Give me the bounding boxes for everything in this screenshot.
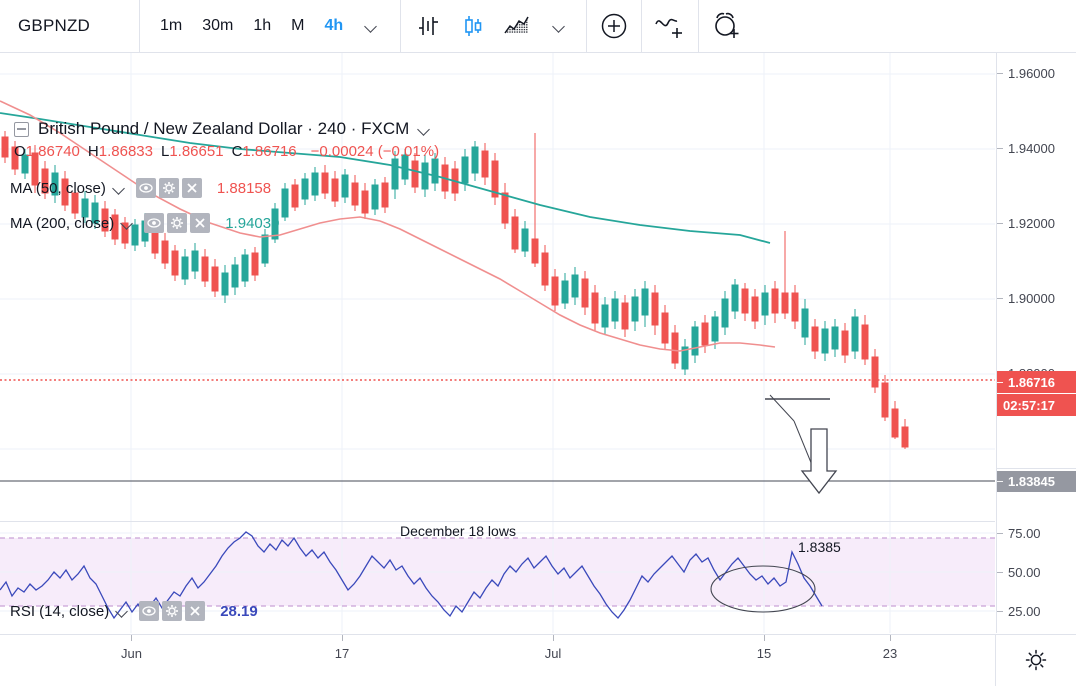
rsi-tick-1: 50.00 [997,565,1076,580]
ma200-label: MA (200, close) [10,214,115,232]
ma200-line [0,112,771,244]
timeframe-1h[interactable]: 1h [253,17,272,34]
rsi-ellipse-annotation [710,565,816,613]
high-key: H [87,143,99,160]
pane-divider [0,521,995,522]
trendline-down [793,420,813,466]
low-value: 1.86651 [169,143,224,160]
price-plot [0,53,995,521]
timeframe-30m[interactable]: 30m [202,17,234,34]
add-indicator-button[interactable] [642,0,698,53]
time-tick-4: 23 [880,635,900,661]
target-annotation-label: 1.8385 [798,539,841,555]
rsi-tick-2: 25.00 [997,604,1076,619]
area-chart-icon[interactable] [497,0,537,53]
timeframe-dropdown[interactable] [353,0,390,53]
ohlc-legend: O1.86740 H1.86833 L1.86651 C1.86716 −0.0… [14,143,439,160]
down-arrow-annotation [800,428,838,495]
chart-type-dropdown[interactable] [541,0,578,53]
indicator-plus-icon [655,18,683,38]
chevron-down-icon [365,22,378,30]
chart-title-legend: British Pound / New Zealand Dollar · 240… [14,119,431,139]
alarm-plus-icon [715,12,739,38]
symbol-selector[interactable]: GBPNZD [0,0,139,53]
eye-icon[interactable] [139,601,160,621]
chevron-down-icon[interactable] [418,125,431,133]
close-icon[interactable] [185,601,206,621]
page-title: British Pound / New Zealand Dollar · 240… [38,119,410,138]
support-annotation-label: December 18 lows [400,523,516,539]
chevron-down-icon[interactable] [113,184,126,192]
gear-icon[interactable] [158,178,179,198]
close-icon[interactable] [190,213,211,233]
rsi-tick-0: 75.00 [997,526,1076,541]
ma50-line [0,100,776,352]
time-tick-3: 15 [754,635,774,661]
add-alert-button[interactable] [699,0,755,53]
price-tick-1: 1.94000 [997,141,1076,156]
close-icon[interactable] [181,178,202,198]
price-axis[interactable]: 1.96000 1.94000 1.92000 1.90000 1.88000 … [996,53,1076,633]
timeframe-4h[interactable]: 4h [324,17,344,34]
rsi-axis-divider [997,468,1076,469]
chevron-down-icon [553,22,566,30]
timeframe-M[interactable]: M [291,17,305,34]
open-key: O [14,143,26,160]
rsi-legend: RSI (14, close) 28.19 [10,601,258,621]
close-key: C [231,143,243,160]
toolbar-divider [586,0,588,53]
trendline-up [769,394,795,422]
gear-icon[interactable] [162,601,183,621]
collapse-minus-icon[interactable] [14,121,29,137]
rsi-label: RSI (14, close) [10,602,110,620]
high-value: 1.86833 [98,143,153,160]
add-button[interactable] [587,0,641,53]
candlestick-chart-icon[interactable] [453,0,493,53]
ma50-legend: MA (50, close) 1.88158 [10,178,271,198]
rsi-line [0,531,823,620]
rsi-value: 28.19 [220,602,258,620]
price-change: −0.00024 (−0.01%) [310,143,440,160]
ma200-value: 1.94030 [225,214,280,232]
ma50-label: MA (50, close) [10,179,106,197]
time-tick-0: Jun [121,635,142,661]
toolbar-divider [400,0,402,53]
close-value: 1.86716 [242,143,297,160]
price-tick-2: 1.92000 [997,216,1076,231]
price-tick-0: 1.96000 [997,66,1076,81]
timeframe-1m[interactable]: 1m [160,17,183,34]
chart-settings-button[interactable] [995,634,1076,686]
chart-canvas[interactable]: British Pound / New Zealand Dollar · 240… [0,53,995,633]
symbol-label: GBPNZD [18,16,91,35]
toolbar-divider [698,0,700,53]
ma50-value: 1.88158 [216,179,272,197]
open-value: 1.86740 [25,143,80,160]
time-tick-2: Jul [543,635,563,661]
time-axis[interactable]: Jun 17 Jul 15 23 [0,634,1076,686]
toolbar-divider [139,0,140,53]
gear-icon[interactable] [167,213,188,233]
plus-circle-icon [601,13,627,39]
rsi-pane[interactable] [0,522,995,633]
price-pane[interactable] [0,53,995,521]
chart-type-group [401,0,586,53]
top-toolbar: GBPNZD 1m 30m 1h M 4h [0,0,1076,53]
price-tick-3: 1.90000 [997,291,1076,306]
chevron-down-icon[interactable] [116,607,129,615]
brightness-sun-icon [1025,649,1047,671]
chevron-down-icon[interactable] [121,219,134,227]
current-price-badge[interactable]: 1.86716 [997,371,1076,393]
countdown-badge: 02:57:17 [997,394,1076,416]
timeframe-group: 1m 30m 1h M 4h [140,0,400,53]
low-key: L [160,143,170,160]
eye-icon[interactable] [135,178,156,198]
bar-chart-icon[interactable] [409,0,449,53]
ma200-legend: MA (200, close) 1.94030 [10,213,279,233]
support-price-badge[interactable]: 1.83845 [997,471,1076,492]
time-tick-1: 17 [332,635,352,661]
toolbar-divider [641,0,643,53]
eye-icon[interactable] [144,213,165,233]
rsi-plot [0,522,995,633]
